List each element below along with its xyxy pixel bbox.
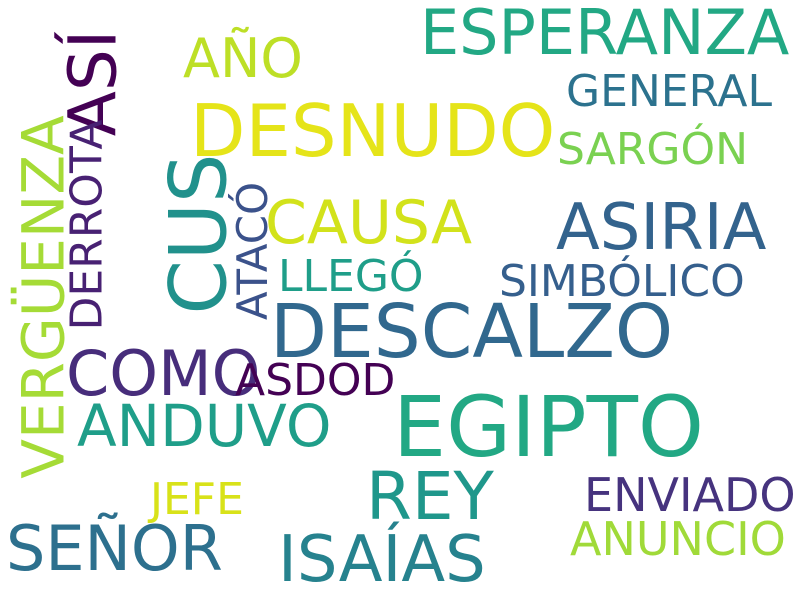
word-enviado: ENVIADO	[584, 468, 796, 522]
word-cus: CUS	[154, 153, 245, 315]
word-desnudo: DESNUDO	[190, 89, 556, 173]
word-asdod: ASDOD	[235, 355, 396, 406]
word-jefe: JEFE	[150, 474, 244, 525]
word-llego: LLEGÓ	[278, 251, 424, 302]
word-derrota: DERROTA	[61, 119, 113, 331]
word-asiria: ASIRIA	[556, 191, 767, 265]
word-egipto: EGIPTO	[393, 378, 705, 476]
word-anduvo: ANDUVO	[77, 392, 332, 460]
word-esperanza: ESPERANZA	[420, 0, 790, 69]
word-como: COMO	[66, 337, 261, 410]
word-general: GENERAL	[566, 66, 773, 117]
word-causa: CAUSA	[265, 188, 473, 258]
word-anuncio: ANUNCIO	[570, 512, 786, 566]
word-ataco: ATACÓ	[228, 181, 278, 321]
word-isaias: ISAÍAS	[278, 523, 486, 597]
word-sargon: SARGÓN	[557, 124, 749, 175]
word-simbolico: SIMBÓLICO	[499, 256, 745, 307]
word-rey: REY	[366, 458, 494, 535]
word-descalzo: DESCALZO	[270, 289, 674, 375]
word-ano: AÑO	[183, 27, 303, 90]
word-senor: SEÑOR	[6, 512, 223, 585]
